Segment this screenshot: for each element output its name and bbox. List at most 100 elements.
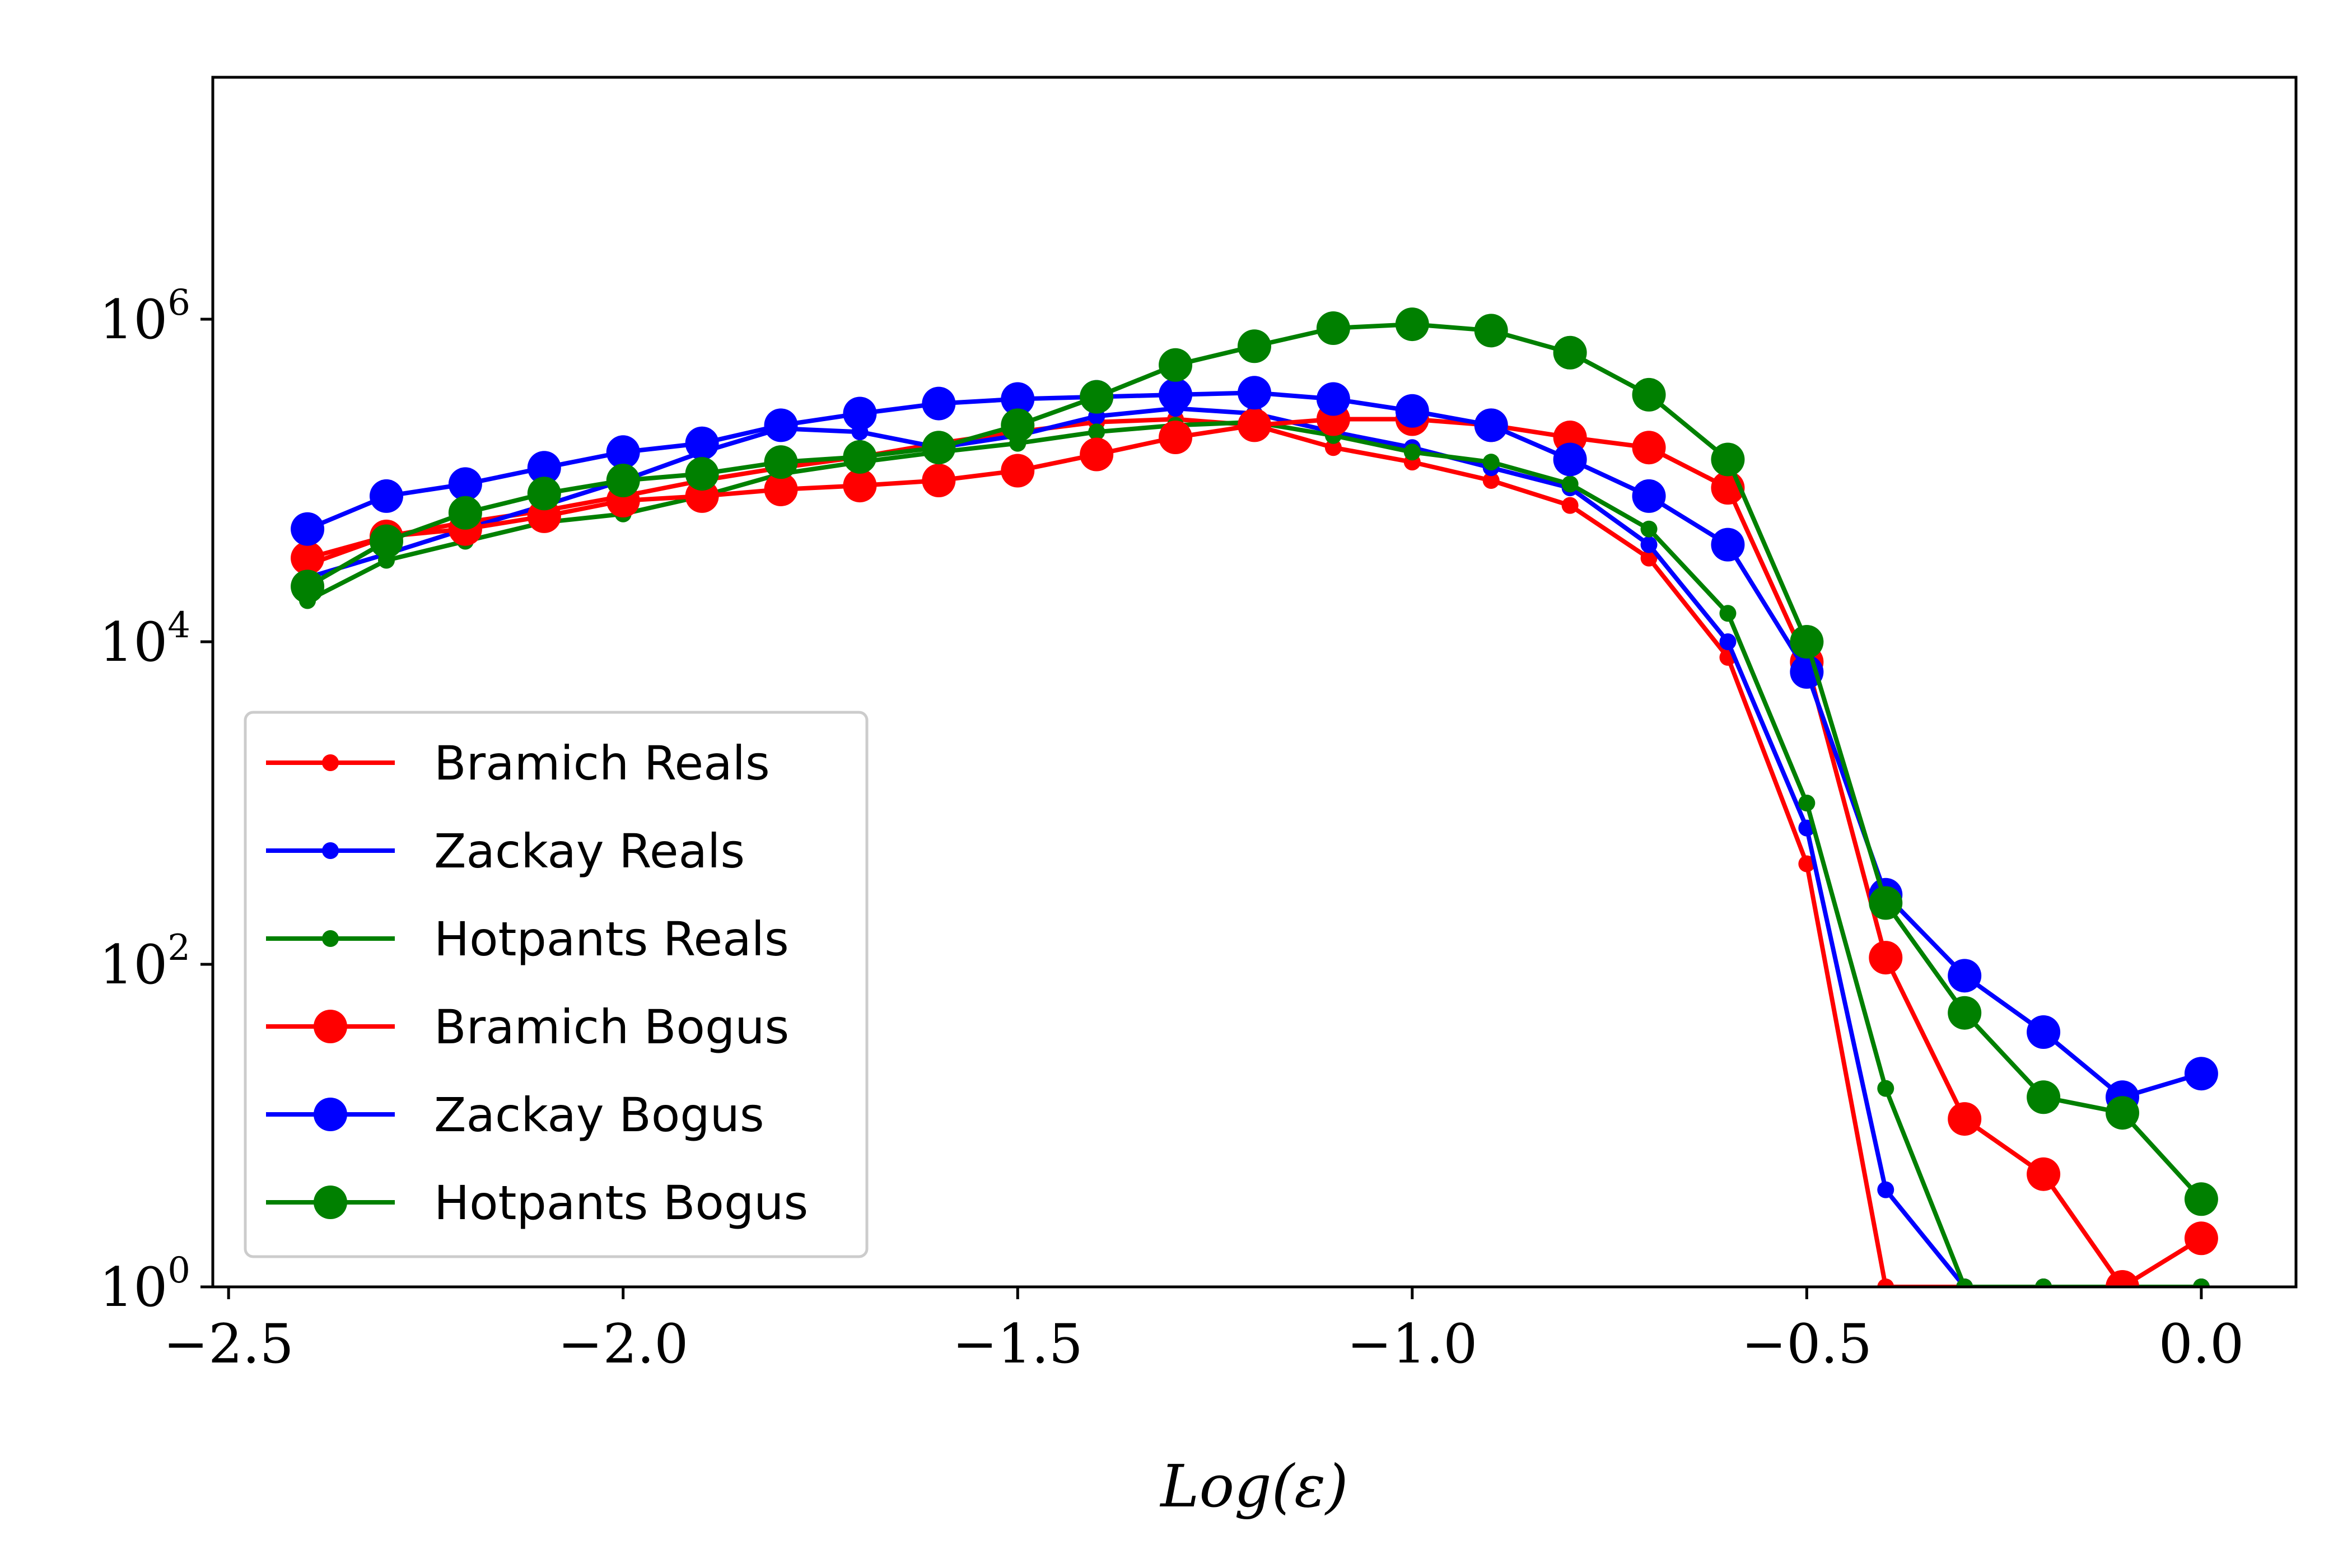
data-point — [1798, 795, 1816, 811]
data-point — [370, 479, 403, 513]
data-point — [2184, 1182, 2218, 1216]
data-point — [2027, 1080, 2061, 1114]
data-point — [291, 512, 325, 546]
data-point — [843, 440, 877, 474]
data-point — [370, 524, 403, 558]
x-tick-label: −2.5 — [164, 1313, 294, 1375]
data-point — [1088, 423, 1105, 441]
data-point — [291, 570, 325, 604]
data-point — [1719, 633, 1737, 650]
plot-frame — [211, 76, 2298, 1289]
data-point — [1553, 442, 1587, 477]
legend-swatch-marker — [322, 754, 339, 771]
x-tick-label: −0.5 — [1742, 1313, 1872, 1375]
legend-label: Bramich Reals — [434, 736, 770, 791]
data-point — [922, 431, 956, 465]
data-point — [1238, 376, 1271, 410]
data-point — [1790, 625, 1824, 659]
data-point — [764, 408, 798, 442]
data-point — [2184, 1221, 2218, 1256]
data-point — [1395, 307, 1429, 342]
data-point — [1798, 855, 1816, 872]
legend-swatch-marker — [314, 1098, 347, 1131]
data-point — [1640, 520, 1658, 538]
legend-entry: Zackay Reals — [266, 824, 745, 879]
legend-frame — [244, 711, 869, 1258]
data-point — [1632, 377, 1666, 412]
data-point — [685, 457, 719, 491]
data-point — [2035, 1278, 2052, 1287]
legend-label: Hotpants Bogus — [434, 1175, 808, 1230]
data-point — [1238, 329, 1271, 363]
legend-swatch-marker — [314, 1186, 347, 1219]
data-point — [1869, 886, 1903, 920]
data-point — [764, 445, 798, 479]
data-point — [1640, 549, 1658, 567]
y-tick-label: 104 — [99, 605, 190, 674]
data-point — [1001, 408, 1035, 442]
data-point — [922, 386, 956, 421]
x-tick-label: −1.5 — [953, 1313, 1083, 1375]
data-point — [1482, 472, 1500, 489]
data-point — [1553, 335, 1587, 370]
legend-swatch-marker — [314, 1010, 347, 1043]
legend-label: Zackay Reals — [434, 824, 745, 879]
data-point — [606, 464, 640, 497]
data-point — [843, 396, 877, 431]
data-point — [1711, 442, 1745, 477]
data-point — [1316, 311, 1350, 345]
data-point — [1474, 408, 1508, 442]
x-tick-label: 0.0 — [2159, 1313, 2244, 1375]
data-point — [1877, 1181, 1894, 1198]
legend-entry: Hotpants Bogus — [266, 1175, 808, 1230]
data-point — [1869, 941, 1903, 975]
legend-entry: Hotpants Reals — [266, 912, 789, 967]
data-point — [2027, 1015, 2061, 1049]
data-point — [1719, 605, 1737, 622]
y-tick-label: 106 — [99, 282, 190, 351]
data-point — [1956, 1278, 1973, 1287]
data-point — [1080, 380, 1114, 414]
legend: Bramich Reals Zackay Reals Hotpants Reals B… — [244, 711, 869, 1258]
data-point — [1877, 1080, 1894, 1097]
data-point — [1632, 479, 1666, 513]
data-point — [1711, 528, 1745, 562]
x-tick-label: −1.0 — [1347, 1313, 1477, 1375]
data-point — [1159, 377, 1193, 412]
data-point — [606, 435, 640, 469]
legend-entry: Bramich Reals — [266, 736, 770, 791]
data-point — [1403, 444, 1421, 461]
data-point — [2192, 1278, 2210, 1287]
data-point — [1877, 1278, 1894, 1287]
data-point — [1561, 475, 1579, 493]
data-point — [1159, 348, 1193, 382]
series-layer — [291, 307, 2218, 1287]
y-tick-label: 100 — [99, 1250, 190, 1319]
data-point — [1948, 1102, 1982, 1136]
data-point — [1948, 996, 1982, 1030]
data-point — [2106, 1270, 2139, 1287]
legend-swatch-marker — [322, 842, 339, 859]
data-point — [448, 467, 482, 501]
data-point — [1324, 439, 1342, 456]
data-point — [527, 477, 561, 511]
data-point — [764, 472, 798, 506]
data-point — [1632, 431, 1666, 465]
data-point — [1080, 437, 1114, 472]
y-tick-label: 102 — [99, 927, 190, 996]
data-point — [527, 451, 561, 485]
data-point — [685, 426, 719, 460]
data-point — [843, 469, 877, 503]
data-point — [1159, 421, 1193, 455]
data-point — [2184, 1057, 2218, 1091]
x-tick-label: −2.0 — [558, 1313, 688, 1375]
data-point — [448, 496, 482, 530]
data-point — [2027, 1157, 2061, 1191]
data-point — [922, 464, 956, 497]
data-point — [1948, 959, 1982, 993]
data-point — [1474, 314, 1508, 348]
legend-label: Bramich Bogus — [434, 1000, 789, 1054]
legend-entry: Bramich Bogus — [266, 1000, 789, 1054]
data-point — [1316, 382, 1350, 416]
